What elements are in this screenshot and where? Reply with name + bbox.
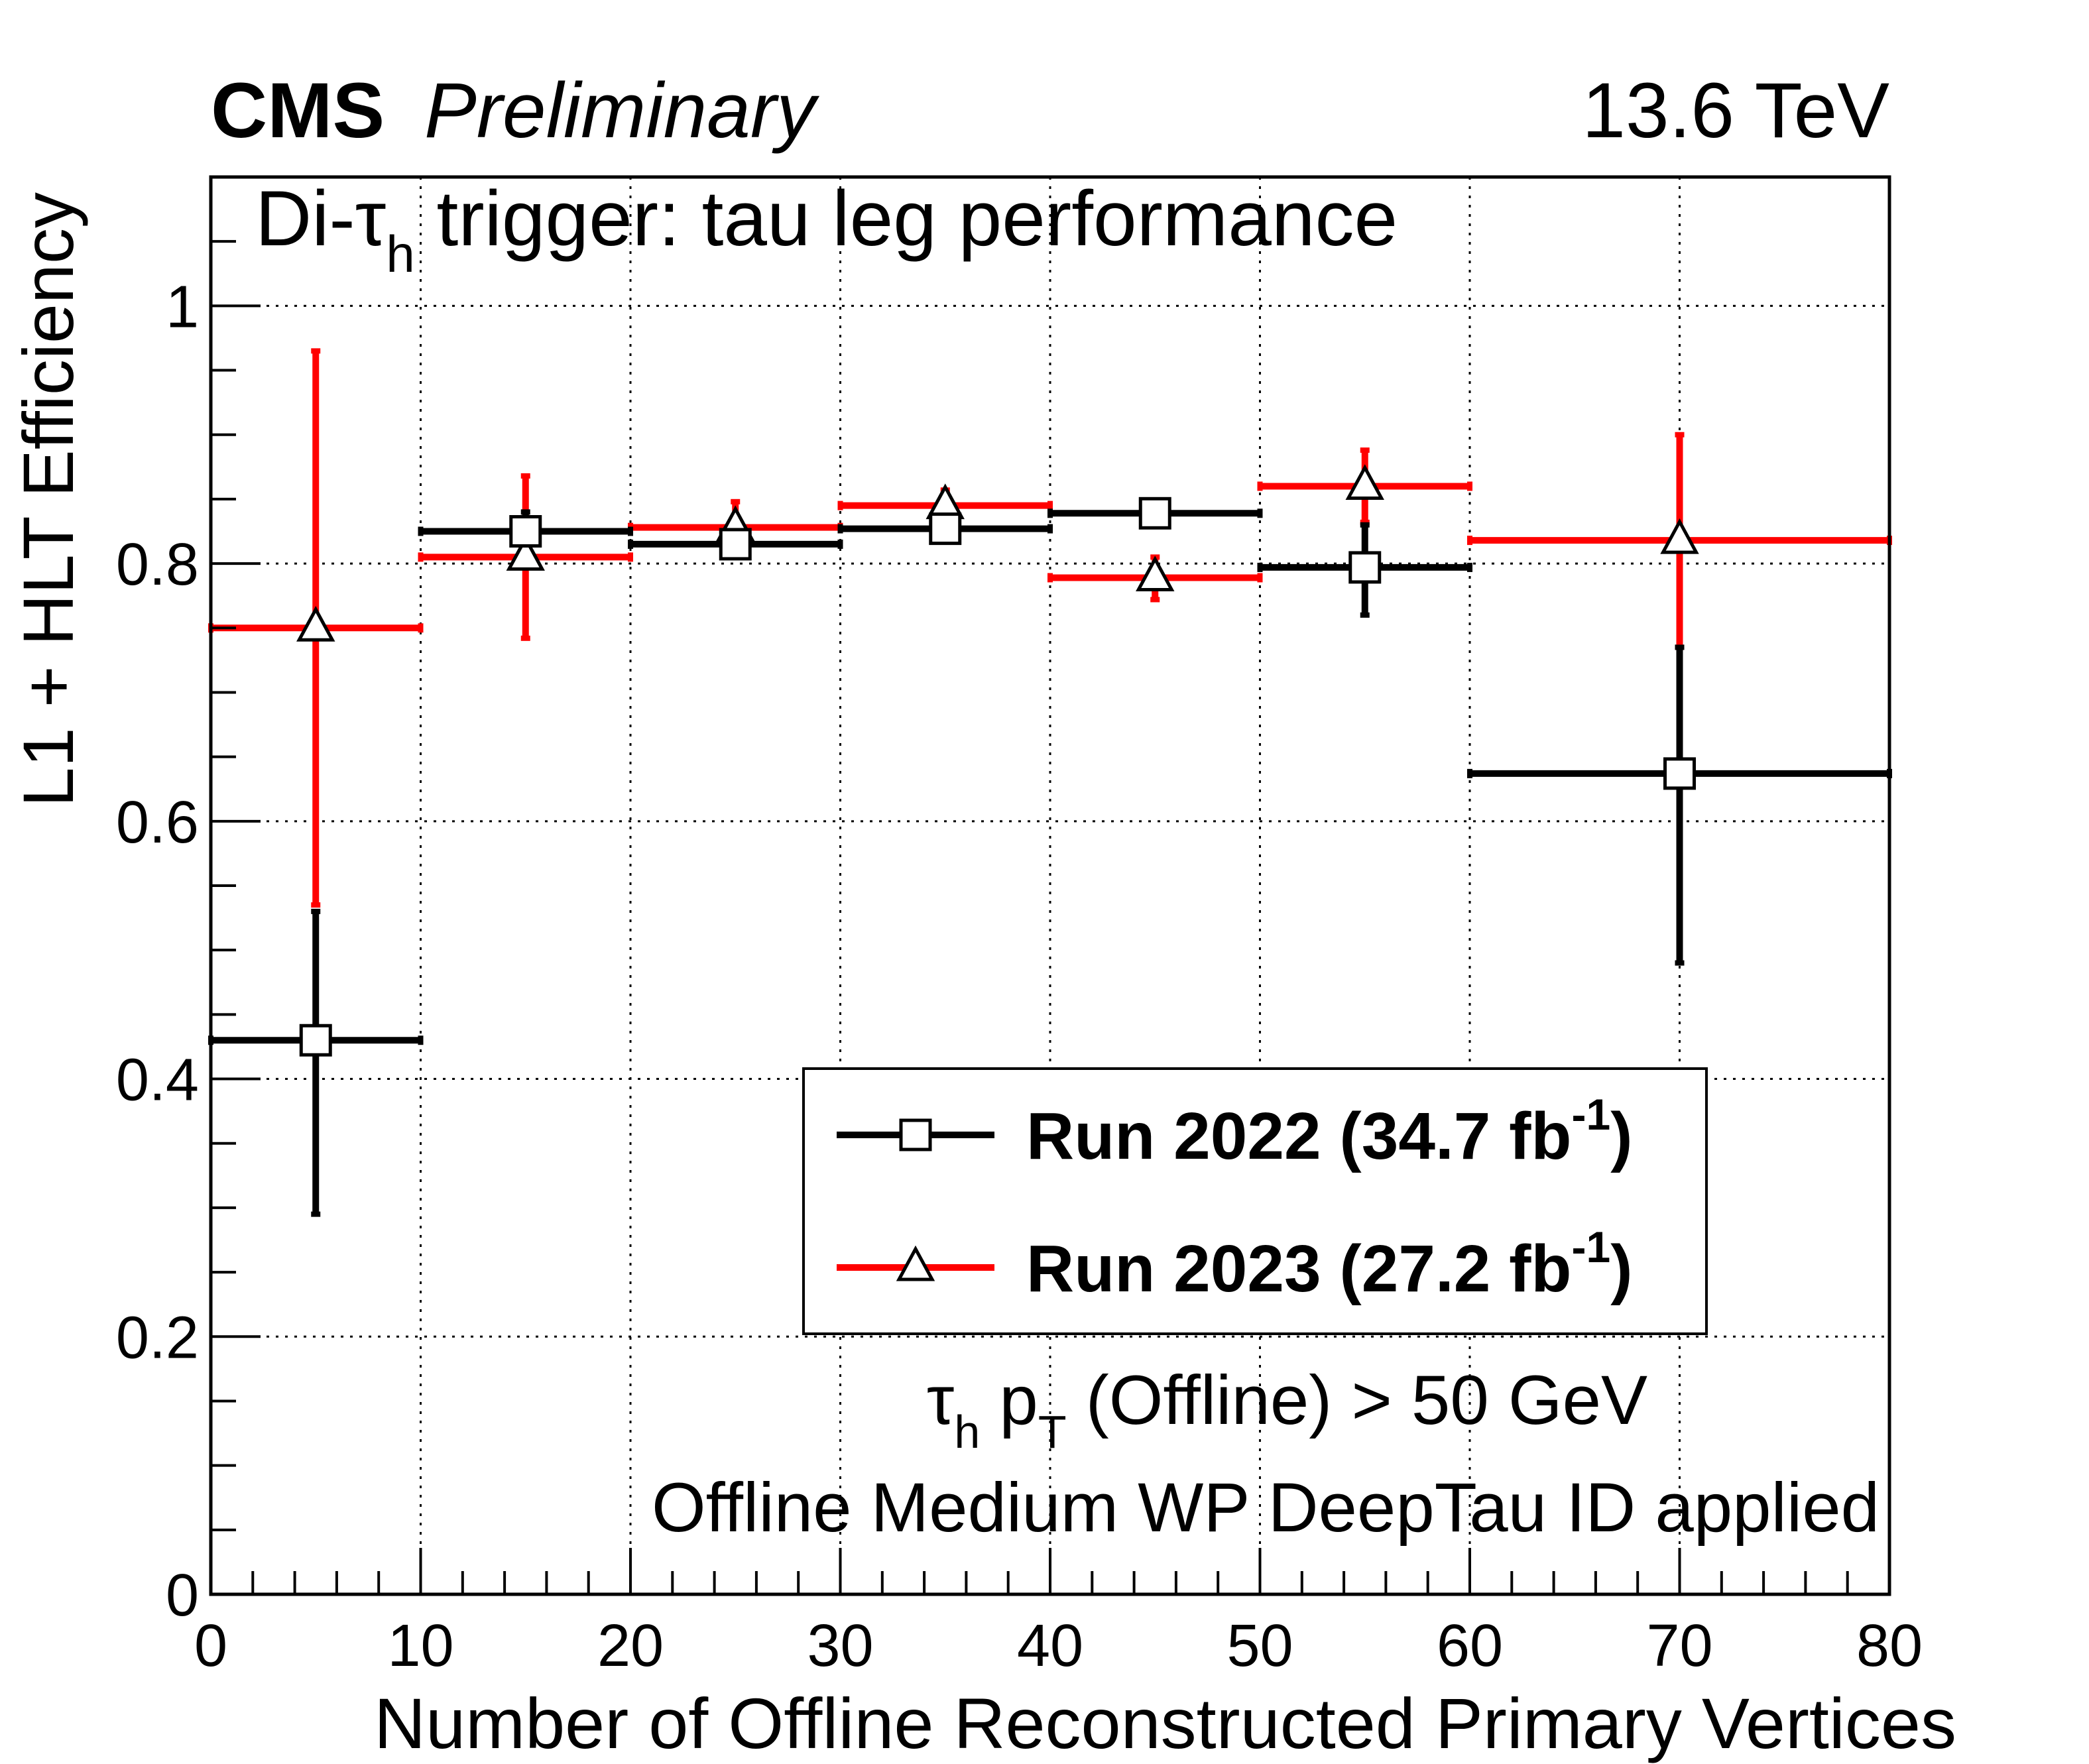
legend-marker-square	[899, 1118, 932, 1151]
pt-cut-annotation: τh pT (Offline) > 50 GeV	[927, 1362, 1647, 1458]
legend-label-text: Run 2023 (27.2 fb	[1026, 1232, 1572, 1306]
y-tick-label: 0.6	[116, 790, 199, 856]
y-tick-label: 0.4	[116, 1047, 199, 1114]
cut-p-sub: T	[1038, 1406, 1067, 1458]
data-point-square	[719, 528, 752, 561]
y-tick-label: 0.2	[116, 1305, 199, 1371]
x-tick-label: 80	[1856, 1613, 1923, 1679]
data-point-triangle	[1136, 556, 1175, 591]
legend-label-sup: -1	[1572, 1222, 1611, 1271]
x-tick-label: 0	[194, 1613, 227, 1679]
data-point-square	[509, 515, 542, 548]
legend-entries: Run 2022 (34.7 fb-1)Run 2023 (27.2 fb-1)	[837, 1090, 1633, 1306]
series-square-markers	[299, 497, 1696, 1057]
legend-entry: Run 2022 (34.7 fb-1)	[837, 1090, 1633, 1173]
data-point-square	[929, 512, 962, 546]
legend-box	[802, 1067, 1708, 1335]
trigger-prefix: Di-	[255, 175, 355, 263]
data-point-square	[1663, 757, 1696, 790]
data-point-triangle	[1660, 518, 1699, 554]
data-point-square	[1138, 497, 1171, 530]
cms-label: CMS	[211, 67, 385, 154]
data-point-square	[299, 1024, 332, 1057]
legend-label-close: )	[1610, 1232, 1632, 1306]
y-tick-labels: 0 0.2 0.4 0.6 0.8 1	[116, 274, 199, 1629]
x-tick-label: 20	[597, 1613, 664, 1679]
legend-entry: Run 2023 (27.2 fb-1)	[837, 1222, 1633, 1306]
x-tick-label: 30	[807, 1613, 873, 1679]
legend-label: Run 2023 (27.2 fb-1)	[1026, 1222, 1633, 1306]
trigger-tau: τ	[355, 175, 387, 263]
cut-p: p	[980, 1362, 1038, 1439]
cut-tau: τ	[927, 1362, 954, 1439]
energy-label: 13.6 TeV	[1582, 67, 1889, 154]
trigger-annotation: Di-τh trigger: tau leg performance	[255, 175, 1398, 283]
x-tick-label: 70	[1646, 1613, 1712, 1679]
x-tick-label: 10	[387, 1613, 453, 1679]
data-series	[208, 348, 1892, 1217]
legend-label-sup: -1	[1572, 1090, 1611, 1139]
trigger-tau-sub: h	[386, 225, 414, 283]
legend-label-close: )	[1610, 1099, 1632, 1173]
x-tick-label: 50	[1226, 1613, 1293, 1679]
x-tick-labels: 0 10 20 30 40 50 60 70 80	[194, 1613, 1923, 1679]
preliminary-label: Preliminary	[424, 67, 819, 154]
y-tick-label: 0	[166, 1562, 199, 1629]
data-point-triangle	[296, 606, 335, 642]
series-triangle-markers	[296, 464, 1699, 642]
x-tick-label: 40	[1017, 1613, 1083, 1679]
grid	[211, 177, 1889, 1594]
y-tick-label: 0.8	[116, 532, 199, 598]
data-point-triangle	[506, 535, 545, 571]
legend: Run 2022 (34.7 fb-1)Run 2023 (27.2 fb-1)	[802, 1067, 1708, 1335]
id-annotation: Offline Medium WP DeepTau ID applied	[652, 1469, 1880, 1547]
data-point-square	[1348, 551, 1382, 584]
legend-label: Run 2022 (34.7 fb-1)	[1026, 1090, 1633, 1173]
legend-label-text: Run 2022 (34.7 fb	[1026, 1099, 1572, 1173]
cut-tau-sub: h	[954, 1406, 980, 1458]
x-tick-label: 60	[1437, 1613, 1503, 1679]
x-axis-title: Number of Offline Reconstructed Primary …	[374, 1683, 1956, 1763]
y-tick-label: 1	[166, 274, 199, 340]
legend-marker-triangle	[896, 1245, 935, 1281]
trigger-suffix: trigger: tau leg performance	[415, 175, 1398, 263]
y-axis-title: L1 + HLT Efficiency	[8, 192, 88, 807]
data-point-triangle	[1345, 464, 1384, 500]
axis-ticks	[209, 240, 1891, 1596]
cut-suffix: (Offline) > 50 GeV	[1067, 1362, 1647, 1439]
